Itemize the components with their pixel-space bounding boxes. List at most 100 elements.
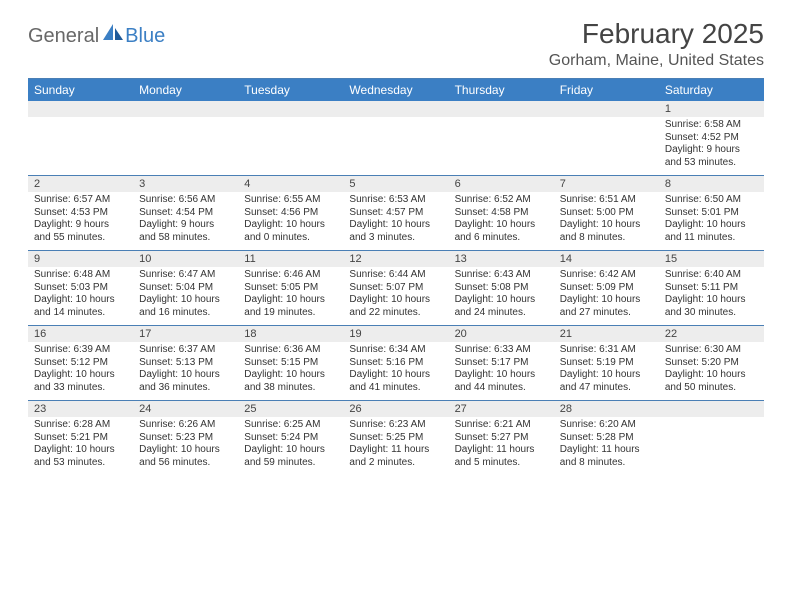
day-detail-line: Sunset: 4:56 PM [244, 207, 337, 220]
day-detail-line: and 3 minutes. [349, 232, 442, 245]
day-detail-line: and 41 minutes. [349, 382, 442, 395]
day-detail-cell: Sunrise: 6:53 AMSunset: 4:57 PMDaylight:… [343, 192, 448, 251]
day-detail-line: Sunset: 5:00 PM [560, 207, 653, 220]
day-detail-line: and 36 minutes. [139, 382, 232, 395]
day-detail-line: Daylight: 10 hours [139, 294, 232, 307]
day-number-cell: 22 [659, 326, 764, 343]
day-detail-line: Sunset: 4:53 PM [34, 207, 127, 220]
day-number-cell [554, 101, 659, 117]
day-detail-cell: Sunrise: 6:31 AMSunset: 5:19 PMDaylight:… [554, 342, 659, 401]
day-detail-line: Daylight: 10 hours [665, 369, 758, 382]
day-detail-line: Daylight: 10 hours [349, 369, 442, 382]
day-detail-cell: Sunrise: 6:39 AMSunset: 5:12 PMDaylight:… [28, 342, 133, 401]
day-detail-cell: Sunrise: 6:37 AMSunset: 5:13 PMDaylight:… [133, 342, 238, 401]
detail-row: Sunrise: 6:28 AMSunset: 5:21 PMDaylight:… [28, 417, 764, 475]
day-detail-cell: Sunrise: 6:42 AMSunset: 5:09 PMDaylight:… [554, 267, 659, 326]
day-detail-line: Daylight: 10 hours [349, 294, 442, 307]
day-number-cell: 7 [554, 176, 659, 193]
day-detail-line: Sunset: 5:21 PM [34, 432, 127, 445]
day-detail-line: Sunrise: 6:53 AM [349, 194, 442, 207]
daynum-row: 1 [28, 101, 764, 117]
col-thursday: Thursday [449, 79, 554, 101]
day-detail-line: Sunset: 4:54 PM [139, 207, 232, 220]
day-detail-line: Daylight: 10 hours [560, 294, 653, 307]
day-detail-line: and 5 minutes. [455, 457, 548, 470]
day-detail-cell [554, 117, 659, 176]
day-detail-cell: Sunrise: 6:47 AMSunset: 5:04 PMDaylight:… [133, 267, 238, 326]
day-detail-line: and 19 minutes. [244, 307, 337, 320]
day-detail-line: Sunset: 4:57 PM [349, 207, 442, 220]
day-detail-line: Sunset: 5:05 PM [244, 282, 337, 295]
day-number-cell: 8 [659, 176, 764, 193]
day-detail-cell: Sunrise: 6:28 AMSunset: 5:21 PMDaylight:… [28, 417, 133, 475]
day-detail-cell: Sunrise: 6:36 AMSunset: 5:15 PMDaylight:… [238, 342, 343, 401]
day-number-cell: 19 [343, 326, 448, 343]
day-detail-line: Sunrise: 6:37 AM [139, 344, 232, 357]
day-detail-line: Sunset: 5:19 PM [560, 357, 653, 370]
day-detail-line: Sunrise: 6:26 AM [139, 419, 232, 432]
col-wednesday: Wednesday [343, 79, 448, 101]
day-number-cell [659, 401, 764, 418]
day-detail-line: and 50 minutes. [665, 382, 758, 395]
day-detail-line: Sunrise: 6:40 AM [665, 269, 758, 282]
day-detail-line: and 53 minutes. [665, 157, 758, 170]
day-number-cell [28, 101, 133, 117]
day-detail-line: Daylight: 11 hours [455, 444, 548, 457]
day-detail-line: Sunrise: 6:47 AM [139, 269, 232, 282]
day-detail-line: and 14 minutes. [34, 307, 127, 320]
day-detail-line: Sunset: 5:08 PM [455, 282, 548, 295]
day-detail-line: Sunset: 5:16 PM [349, 357, 442, 370]
day-detail-line: Daylight: 10 hours [665, 294, 758, 307]
location: Gorham, Maine, United States [549, 52, 764, 70]
day-detail-line: Sunrise: 6:21 AM [455, 419, 548, 432]
day-detail-line: Daylight: 10 hours [244, 219, 337, 232]
day-number-cell: 27 [449, 401, 554, 418]
day-detail-line: and 16 minutes. [139, 307, 232, 320]
day-detail-line: Sunset: 5:07 PM [349, 282, 442, 295]
daynum-row: 232425262728 [28, 401, 764, 418]
day-detail-line: Sunset: 5:25 PM [349, 432, 442, 445]
day-number-cell [343, 101, 448, 117]
day-detail-line: Daylight: 10 hours [455, 369, 548, 382]
logo-text-blue: Blue [125, 25, 165, 48]
day-detail-line: and 47 minutes. [560, 382, 653, 395]
day-detail-line: Sunrise: 6:20 AM [560, 419, 653, 432]
day-detail-cell: Sunrise: 6:55 AMSunset: 4:56 PMDaylight:… [238, 192, 343, 251]
day-number-cell: 15 [659, 251, 764, 268]
day-detail-line: Sunset: 5:15 PM [244, 357, 337, 370]
day-detail-line: Daylight: 10 hours [139, 444, 232, 457]
header: General Blue February 2025 Gorham, Maine… [28, 18, 764, 70]
day-detail-line: Sunrise: 6:46 AM [244, 269, 337, 282]
day-number-cell: 13 [449, 251, 554, 268]
day-detail-line: Sunset: 5:01 PM [665, 207, 758, 220]
day-detail-line: Sunrise: 6:42 AM [560, 269, 653, 282]
day-number-cell: 25 [238, 401, 343, 418]
day-detail-cell: Sunrise: 6:34 AMSunset: 5:16 PMDaylight:… [343, 342, 448, 401]
weekday-header-row: Sunday Monday Tuesday Wednesday Thursday… [28, 79, 764, 101]
day-detail-line: and 22 minutes. [349, 307, 442, 320]
day-number-cell: 5 [343, 176, 448, 193]
day-detail-line: Daylight: 9 hours [665, 144, 758, 157]
day-detail-line: Daylight: 10 hours [560, 219, 653, 232]
day-detail-line: Sunrise: 6:51 AM [560, 194, 653, 207]
day-detail-cell: Sunrise: 6:57 AMSunset: 4:53 PMDaylight:… [28, 192, 133, 251]
detail-row: Sunrise: 6:58 AMSunset: 4:52 PMDaylight:… [28, 117, 764, 176]
day-number-cell [238, 101, 343, 117]
day-detail-cell: Sunrise: 6:21 AMSunset: 5:27 PMDaylight:… [449, 417, 554, 475]
day-detail-line: and 38 minutes. [244, 382, 337, 395]
day-detail-cell: Sunrise: 6:44 AMSunset: 5:07 PMDaylight:… [343, 267, 448, 326]
day-detail-line: and 6 minutes. [455, 232, 548, 245]
day-detail-line: and 55 minutes. [34, 232, 127, 245]
day-number-cell: 1 [659, 101, 764, 117]
day-detail-line: Sunrise: 6:36 AM [244, 344, 337, 357]
detail-row: Sunrise: 6:48 AMSunset: 5:03 PMDaylight:… [28, 267, 764, 326]
day-detail-cell [343, 117, 448, 176]
day-detail-cell: Sunrise: 6:43 AMSunset: 5:08 PMDaylight:… [449, 267, 554, 326]
day-number-cell: 10 [133, 251, 238, 268]
day-detail-line: Sunrise: 6:58 AM [665, 119, 758, 132]
day-detail-line: Daylight: 10 hours [34, 444, 127, 457]
day-detail-cell [238, 117, 343, 176]
day-number-cell: 3 [133, 176, 238, 193]
day-detail-line: Sunrise: 6:31 AM [560, 344, 653, 357]
day-detail-line: Sunset: 5:28 PM [560, 432, 653, 445]
